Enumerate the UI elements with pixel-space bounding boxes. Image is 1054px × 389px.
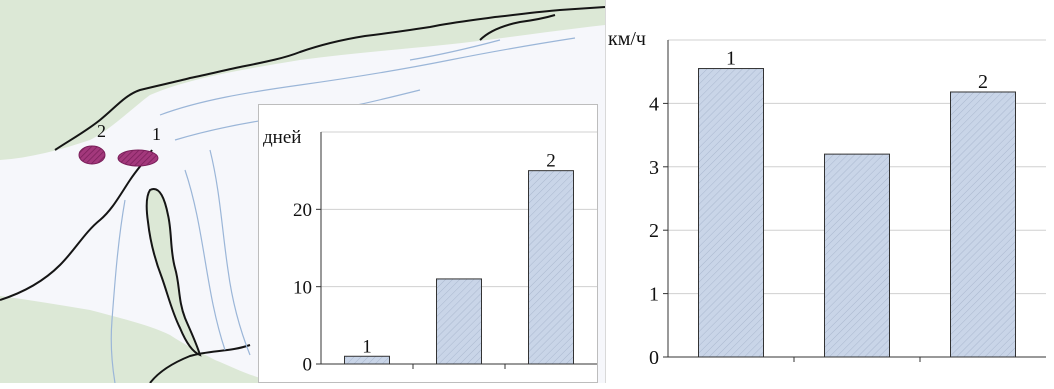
- island: [145, 188, 202, 357]
- speed-tick-label: 3: [649, 157, 659, 179]
- days-y-label: дней: [263, 127, 301, 148]
- coastline-north: [54, 6, 606, 151]
- isobath-1: [159, 37, 576, 116]
- region-1: [117, 149, 159, 167]
- region-2-label: 2: [97, 121, 106, 141]
- region-1-label: 1: [152, 124, 161, 144]
- speed-bar: [950, 91, 1016, 358]
- region-2: [78, 145, 106, 165]
- coastline-south: [149, 344, 251, 384]
- speed-tick-label: 0: [649, 347, 659, 369]
- coastline-inlet: [479, 14, 556, 41]
- coastline-west: [0, 149, 153, 301]
- days-chart-panel: 0 10 20 дней 1 2: [258, 104, 598, 383]
- speed-bar-label: 2: [978, 71, 988, 93]
- isobath-3: [184, 169, 226, 351]
- days-bar-label: 2: [546, 151, 556, 172]
- speed-bar: [698, 68, 764, 358]
- isobath-5: [110, 199, 126, 384]
- days-tick-label: 10: [293, 277, 312, 298]
- speed-chart-panel: 0 1 2 3 4 км/ч 1 2: [605, 0, 1054, 383]
- days-bar: [528, 170, 574, 365]
- speed-tick-label: 4: [649, 93, 659, 115]
- speed-chart: 0 1 2 3 4 км/ч 1 2: [608, 28, 1046, 369]
- days-bar: [436, 278, 482, 365]
- speed-bar: [824, 153, 890, 358]
- speed-tick-label: 1: [649, 284, 659, 306]
- days-tick-label: 0: [303, 355, 313, 376]
- days-bar-label: 1: [362, 336, 372, 357]
- speed-y-label: км/ч: [608, 28, 646, 50]
- speed-tick-label: 2: [649, 220, 659, 242]
- days-chart: 0 10 20 дней 1 2: [263, 127, 597, 376]
- days-tick-label: 20: [293, 200, 312, 221]
- isobath-6: [409, 39, 501, 61]
- isobath-4: [209, 149, 251, 356]
- speed-bar-label: 1: [726, 48, 736, 70]
- days-bar: [344, 355, 390, 365]
